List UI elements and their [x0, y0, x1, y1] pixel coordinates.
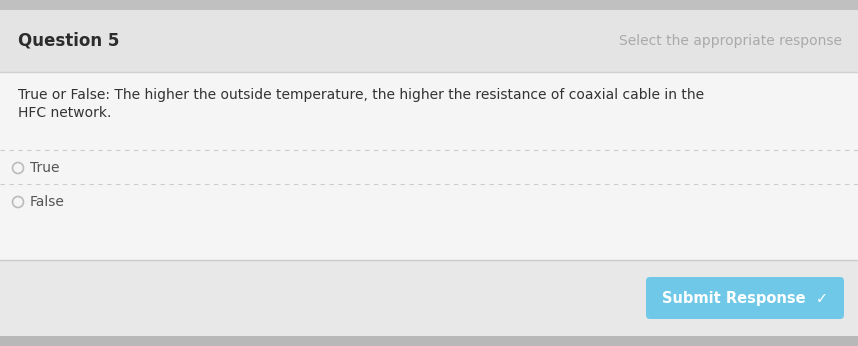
Text: True or False: The higher the outside temperature, the higher the resistance of : True or False: The higher the outside te…: [18, 88, 704, 102]
Text: False: False: [30, 195, 65, 209]
FancyBboxPatch shape: [646, 277, 844, 319]
FancyBboxPatch shape: [0, 336, 858, 346]
Text: Submit Response  ✓: Submit Response ✓: [662, 291, 828, 306]
Text: True: True: [30, 161, 59, 175]
FancyBboxPatch shape: [0, 10, 858, 72]
Text: Select the appropriate response: Select the appropriate response: [619, 34, 842, 48]
Text: HFC network.: HFC network.: [18, 106, 112, 120]
Text: Question 5: Question 5: [18, 32, 119, 50]
FancyBboxPatch shape: [0, 260, 858, 336]
Circle shape: [13, 197, 23, 208]
Circle shape: [13, 163, 23, 173]
FancyBboxPatch shape: [0, 0, 858, 10]
FancyBboxPatch shape: [0, 72, 858, 260]
